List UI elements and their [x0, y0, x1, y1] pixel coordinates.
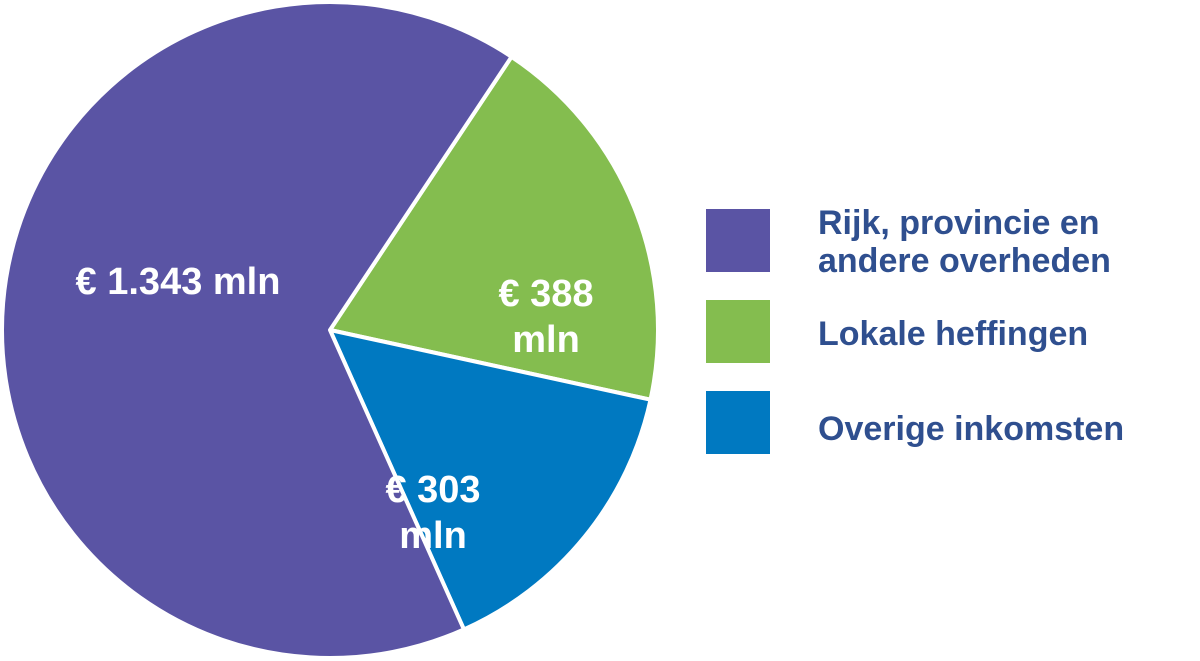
pie-slices: [0, 0, 660, 660]
legend-swatch-lokale-heffingen: [706, 300, 770, 363]
slice-label-lokale-heffingen: € 388 mln: [498, 273, 593, 361]
slice-label-rijk-provincie: € 1.343 mln: [76, 261, 281, 303]
pie-slice-overige-inkomsten: [328, 328, 653, 632]
legend-swatch-rijk-provincie: [706, 209, 770, 272]
pie-slice-rijk-provincie: [0, 0, 514, 660]
legend-label-lokale-heffingen: Lokale heffingen: [818, 315, 1088, 353]
legend: Rijk, provincie en andere overheden Lokale…: [706, 204, 1124, 454]
pie-slice-lokale-heffingen: [328, 54, 660, 402]
legend-swatch-overige-inkomsten: [706, 391, 770, 454]
legend-label-overige-inkomsten: Overige inkomsten: [818, 410, 1124, 448]
legend-label-rijk-provincie: Rijk, provincie en andere overheden: [818, 204, 1111, 280]
slice-label-overige-inkomsten: € 303 mln: [385, 469, 480, 557]
pie-slice-labels: € 1.343 mln € 388 mln € 303 mln: [76, 261, 594, 557]
